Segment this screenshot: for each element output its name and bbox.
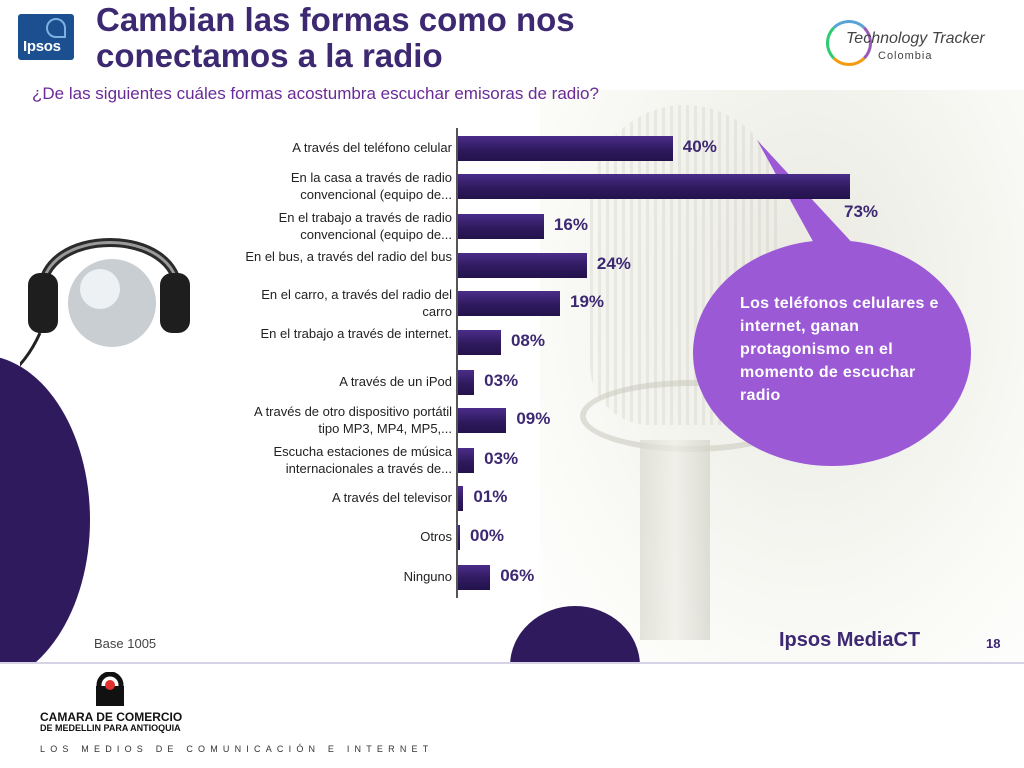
brand-footer: Ipsos MediaCT [779,629,921,651]
org-name-line2: DE MEDELLIN PARA ANTIOQUIA [40,723,181,733]
bar [458,408,507,433]
tracker-logo-country: Colombia [878,50,933,62]
chart-axis [456,128,458,598]
ipsos-flag-icon [46,18,66,38]
bar [458,486,464,511]
slide: Ipsos Cambian las formas como nos conect… [0,0,1024,664]
tracker-logo-text: Technology Tracker [846,30,985,47]
tracker-ring-icon [826,20,872,66]
bar [458,136,673,161]
callout-text: Los teléfonos celulares e internet, gana… [740,295,939,404]
camara-comercio-emblem-icon [96,672,124,706]
bar [458,525,460,550]
value-label: 09% [516,409,551,428]
decorative-left-circle [0,355,90,664]
value-label: 00% [470,526,505,545]
bar [458,448,475,473]
value-label: 40% [682,137,717,156]
category-label: En el bus, a través del radio del bus [245,249,452,264]
value-label: 03% [484,371,519,390]
category-label: A través del teléfono celular [292,140,452,155]
value-label: 03% [484,449,519,468]
value-label: 08% [510,331,545,350]
category-label: A través del televisor [332,490,452,505]
category-label: Escucha estaciones de música internacion… [273,444,452,476]
value-label: 19% [570,292,605,311]
page-number: 18 [986,636,1001,651]
bar [458,253,587,278]
value-label: 01% [473,487,508,506]
bar [458,565,491,590]
value-label: 06% [500,566,535,585]
value-label: 16% [553,215,588,234]
bar [458,174,850,199]
callout-bubble [693,240,971,466]
category-label: Otros [420,529,452,544]
category-label: En el trabajo a través de radio convenci… [278,210,452,242]
category-label: En el carro, a través del radio del carr… [261,287,452,319]
category-label: Ninguno [403,569,452,584]
category-label: En el trabajo a través de internet. [260,326,452,341]
ipsos-logo-text: Ipsos [23,38,61,55]
org-name: CAMARA DE COMERCIO [40,710,183,724]
microphone-stem [640,440,710,640]
tagline: LOS MEDIOS DE COMUNICACIÓN E INTERNET [40,744,434,754]
bar [458,214,544,239]
category-label: A través de un iPod [339,374,452,389]
bar [458,330,501,355]
value-label: 24% [596,254,631,273]
sample-base: Base 1005 [94,636,157,651]
question-subtitle: ¿De las siguientes cuáles formas acostum… [32,84,599,103]
headphones-globe-icon [20,238,190,367]
category-label: En la casa a través de radio convenciona… [290,170,452,202]
category-label: A través de otro dispositivo portátil ti… [254,404,452,436]
slide-bottom-rule [0,662,1024,664]
technology-tracker-logo: Technology Tracker Colombia [826,16,1006,70]
value-label: 73% [844,202,879,221]
ipsos-logo: Ipsos [18,14,74,60]
bar [458,370,475,395]
bar [458,291,561,316]
slide-title: Cambian las formas como nos conectamos a… [96,1,575,74]
